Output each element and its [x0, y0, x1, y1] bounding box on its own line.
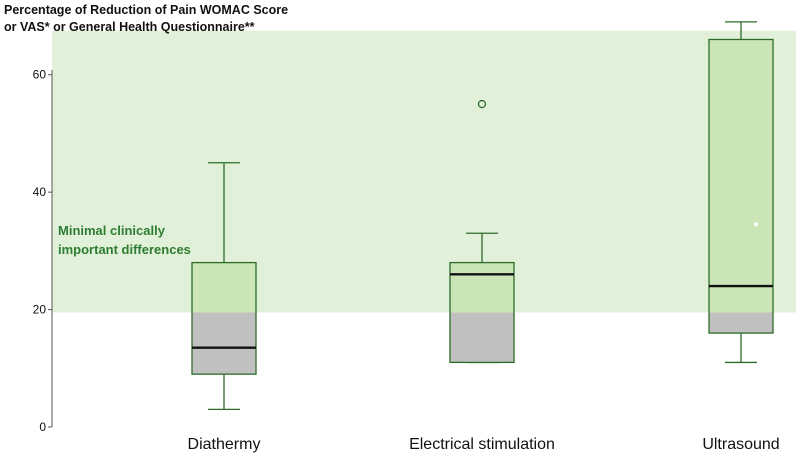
box-outline-2 [449, 261, 515, 364]
y-tick-label-60: 60 [33, 68, 47, 82]
x-category-label-1: Diathermy [188, 436, 261, 453]
outlier-2-1 [477, 99, 487, 109]
box-fill-above-1 [192, 262, 256, 313]
box-fill-above-2 [450, 262, 514, 313]
mcid-band-label-line-1: Minimal clinically [58, 223, 166, 238]
x-category-label-2: Electrical stimulation [409, 436, 555, 453]
chart-title-line-2: or VAS* or General Health Questionnaire*… [4, 20, 255, 34]
box-fill-below-2 [450, 312, 514, 363]
y-tick-label-40: 40 [33, 185, 47, 199]
x-category-label-3: Ultrasound [702, 436, 779, 453]
mean-marker-3 [754, 222, 758, 227]
y-tick-label-20: 20 [33, 303, 47, 317]
box-fill-below-3 [709, 312, 773, 334]
box-fill-below-1 [192, 312, 256, 375]
mcid-band [52, 30, 796, 313]
box-fill-above-3 [709, 39, 773, 313]
chart-title-line-1: Percentage of Reduction of Pain WOMAC Sc… [4, 3, 288, 17]
box-outline-3 [708, 38, 774, 334]
y-tick-label-0: 0 [39, 420, 46, 434]
mcid-band-label-line-2: important differences [58, 242, 191, 257]
box-outline-1 [191, 261, 257, 375]
